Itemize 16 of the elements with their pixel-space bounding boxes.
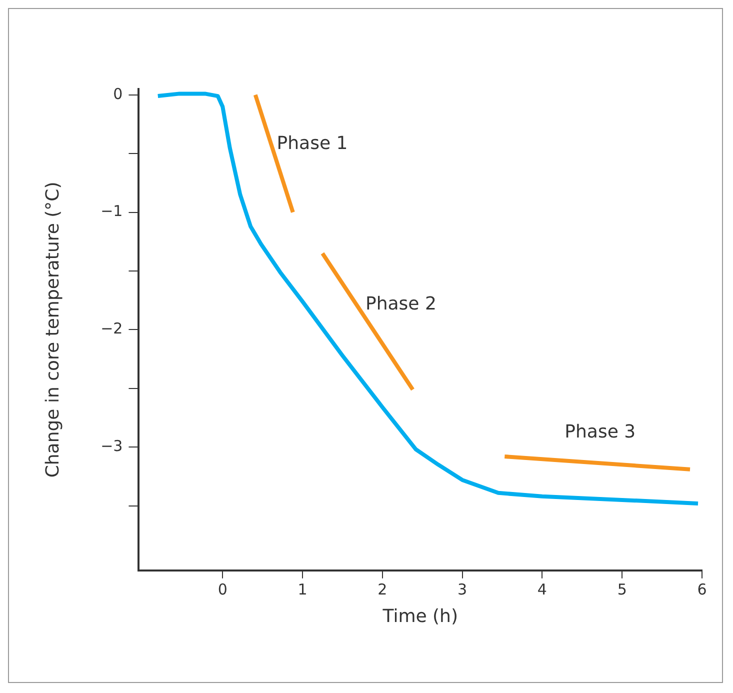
x-tick-label: 6: [697, 580, 707, 598]
series-label: Phase 3: [564, 422, 636, 443]
x-tick-label: 4: [537, 580, 547, 598]
x-tick-label: 3: [458, 580, 468, 598]
x-tick-label: 2: [378, 580, 388, 598]
x-tick-label: 1: [298, 580, 308, 598]
x-axis-title: Time (h): [382, 606, 458, 627]
y-tick-label: −1: [100, 202, 123, 220]
y-tick-label: −3: [100, 437, 123, 456]
y-tick-label: 0: [113, 84, 123, 103]
y-tick-label: −2: [100, 320, 123, 338]
y-axis-title: Change in core temperature (°C): [42, 182, 64, 478]
series-label: Phase 1: [276, 133, 348, 154]
x-tick-label: 5: [617, 580, 627, 598]
x-tick-label: 0: [218, 580, 228, 598]
series-label: Phase 2: [366, 294, 436, 315]
